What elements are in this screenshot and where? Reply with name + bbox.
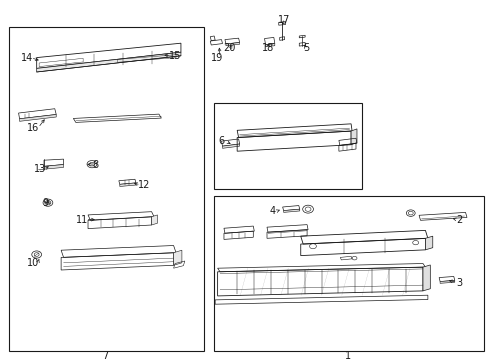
Text: 19: 19	[210, 53, 223, 63]
Polygon shape	[120, 183, 136, 186]
Text: 3: 3	[456, 278, 462, 288]
Bar	[9, 27, 204, 351]
Text: 2: 2	[456, 215, 462, 225]
Polygon shape	[425, 236, 432, 250]
Text: 16: 16	[27, 123, 40, 133]
Text: 1: 1	[345, 351, 350, 360]
Polygon shape	[439, 280, 454, 283]
Bar	[214, 103, 361, 189]
Text: 15: 15	[168, 51, 181, 61]
Polygon shape	[222, 144, 239, 148]
Text: 6: 6	[218, 136, 224, 147]
Text: 18: 18	[261, 42, 274, 53]
Text: 5: 5	[303, 42, 309, 53]
Text: 8: 8	[92, 160, 98, 170]
Text: 12: 12	[138, 180, 150, 190]
Text: 11: 11	[76, 215, 88, 225]
Polygon shape	[283, 209, 299, 212]
Polygon shape	[44, 165, 63, 169]
Polygon shape	[225, 42, 239, 46]
Polygon shape	[37, 52, 181, 72]
Text: 9: 9	[42, 198, 48, 208]
Polygon shape	[265, 44, 274, 47]
Polygon shape	[173, 250, 182, 265]
Text: 14: 14	[20, 53, 33, 63]
Text: 13: 13	[34, 164, 46, 174]
Polygon shape	[422, 265, 429, 291]
Text: 10: 10	[27, 258, 40, 268]
Text: 17: 17	[278, 15, 290, 25]
Polygon shape	[151, 215, 157, 225]
Text: 20: 20	[223, 42, 236, 53]
Text: 4: 4	[269, 206, 275, 216]
Polygon shape	[20, 114, 56, 121]
Text: 7: 7	[102, 351, 108, 360]
Bar	[214, 196, 483, 351]
Polygon shape	[350, 129, 356, 145]
